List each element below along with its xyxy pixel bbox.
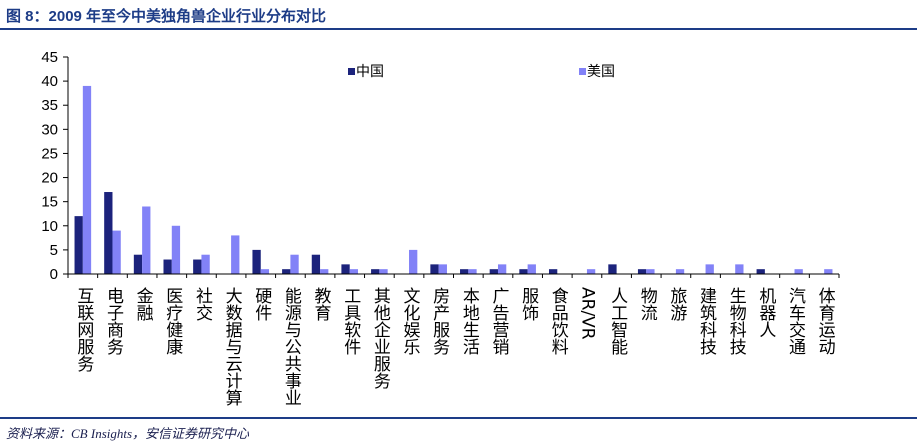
x-category-label: 大数据与云计算 bbox=[221, 287, 242, 406]
bar-china bbox=[252, 249, 261, 274]
x-category-label: 建筑科技 bbox=[696, 287, 717, 355]
legend-item-china: 中国 bbox=[348, 62, 384, 80]
x-category-label: 食品饮料 bbox=[547, 287, 568, 355]
bar-china bbox=[311, 254, 321, 274]
bar-us bbox=[468, 269, 477, 274]
x-category-label: 汽车交通 bbox=[785, 287, 806, 355]
bar-us bbox=[705, 264, 714, 274]
bar-us bbox=[349, 269, 359, 274]
x-category-label: 金融 bbox=[132, 287, 153, 321]
x-category-label: 社交 bbox=[191, 287, 212, 321]
x-category-label: 文化娱乐 bbox=[399, 287, 420, 355]
x-category-label: 能源与公共事业 bbox=[280, 287, 301, 406]
bar-us bbox=[735, 264, 744, 274]
bar-us bbox=[320, 269, 329, 274]
bar-china bbox=[430, 264, 439, 274]
y-tick-label: 10 bbox=[41, 218, 58, 235]
x-category-label: 服饰 bbox=[518, 287, 539, 321]
x-category-label: 生物科技 bbox=[725, 287, 746, 355]
bar-us bbox=[824, 269, 833, 274]
x-category-label: 物流 bbox=[636, 287, 657, 321]
x-category-label: 体育运动 bbox=[814, 287, 835, 355]
bar-china bbox=[104, 192, 113, 274]
legend-swatch-us bbox=[579, 67, 586, 75]
bar-china bbox=[133, 254, 143, 274]
bar-china bbox=[371, 269, 380, 274]
bar-china bbox=[74, 216, 83, 274]
legend-item-us: 美国 bbox=[579, 62, 615, 80]
bar-us bbox=[290, 254, 299, 274]
x-category-label: AR/VR bbox=[577, 287, 598, 340]
bar-china bbox=[756, 269, 765, 274]
bar-china bbox=[519, 269, 528, 274]
bar-us bbox=[142, 206, 151, 274]
title-rule bbox=[0, 28, 917, 30]
x-category-label: 工具软件 bbox=[340, 287, 361, 355]
bar-us bbox=[586, 269, 596, 274]
bar-us bbox=[438, 264, 447, 274]
bar-china bbox=[489, 269, 498, 274]
x-category-label: 人工智能 bbox=[607, 287, 628, 355]
bar-us bbox=[675, 269, 685, 274]
bar-us bbox=[201, 254, 210, 274]
bar-china bbox=[282, 269, 291, 274]
y-tick-label: 45 bbox=[41, 49, 58, 66]
x-category-label: 硬件 bbox=[251, 287, 272, 321]
bar-us bbox=[646, 269, 655, 274]
x-category-label: 旅游 bbox=[666, 287, 687, 321]
x-category-label: 其他企业服务 bbox=[369, 287, 390, 389]
source-note: 资料来源：CB Insights，安信证券研究中心 bbox=[6, 426, 250, 441]
bar-china bbox=[608, 264, 617, 274]
y-tick-label: 25 bbox=[41, 145, 58, 162]
y-tick-label: 0 bbox=[50, 266, 58, 283]
bar-china bbox=[637, 269, 647, 274]
x-category-label: 房产服务 bbox=[429, 287, 450, 355]
y-tick-label: 20 bbox=[41, 170, 58, 187]
bar-us bbox=[171, 225, 181, 274]
bar-us bbox=[260, 269, 270, 274]
legend-label-us: 美国 bbox=[587, 64, 615, 80]
x-category-label: 电子商务 bbox=[102, 287, 123, 355]
y-tick-label: 35 bbox=[41, 97, 58, 114]
y-tick-label: 30 bbox=[41, 121, 58, 138]
bar-us bbox=[527, 264, 536, 274]
legend-swatch-china bbox=[348, 67, 355, 75]
y-tick-label: 5 bbox=[50, 242, 58, 259]
bar-china bbox=[460, 269, 469, 274]
x-category-label: 互联网服务 bbox=[73, 287, 94, 372]
x-category-label: 医疗健康 bbox=[162, 287, 183, 355]
bar-china bbox=[193, 259, 202, 274]
x-category-label: 教育 bbox=[310, 287, 331, 321]
legend-label-china: 中国 bbox=[356, 64, 384, 80]
bar-us bbox=[409, 249, 418, 274]
bar-us bbox=[82, 85, 92, 275]
bar-us bbox=[379, 269, 388, 274]
bar-china bbox=[163, 259, 172, 274]
bar-us bbox=[794, 269, 803, 274]
y-tick-label: 40 bbox=[41, 73, 58, 90]
bar-us bbox=[231, 235, 240, 274]
x-category-label: 广告营销 bbox=[488, 287, 509, 355]
bar-china bbox=[341, 264, 350, 274]
bar-us bbox=[497, 264, 507, 274]
x-category-label: 机器人 bbox=[755, 287, 776, 338]
y-tick-label: 15 bbox=[41, 194, 58, 211]
source-rule bbox=[0, 417, 917, 419]
bar-us bbox=[112, 230, 121, 274]
bar-china bbox=[548, 269, 558, 274]
x-category-label: 本地生活 bbox=[458, 287, 479, 355]
figure-title: 图 8：2009 年至今中美独角兽企业行业分布对比 bbox=[6, 8, 327, 25]
